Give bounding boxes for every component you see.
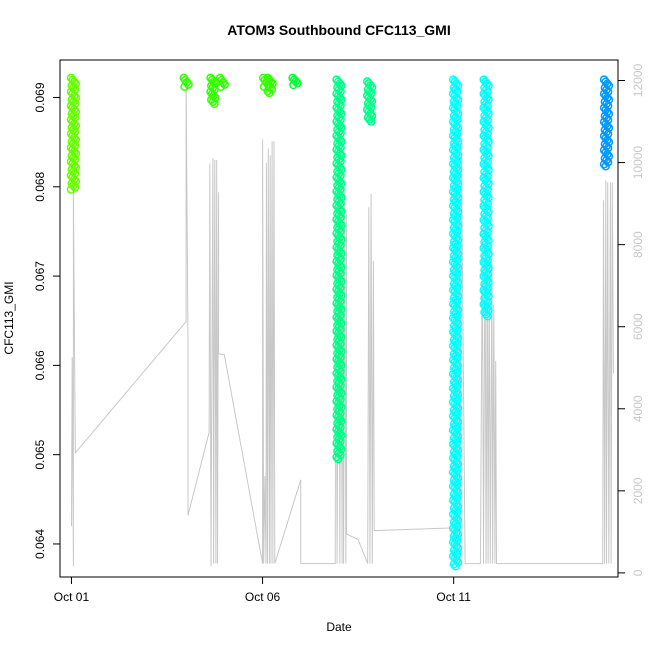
point-cluster-1 (66, 73, 81, 194)
data-point (333, 454, 343, 464)
data-point (70, 183, 80, 192)
point-cluster-2 (179, 73, 193, 92)
axes-layer: Oct 01 Oct 06 Oct 11 0.064 0.065 0.066 0.067 0.… (33, 64, 645, 604)
data-point (599, 159, 609, 169)
point-cluster-11 (479, 75, 493, 321)
y-tick-label: 0.068 (33, 171, 47, 201)
right-tick-label: 12000 (631, 64, 645, 98)
y-axis-label: CFC113_GMI (2, 281, 16, 354)
data-point (208, 97, 218, 107)
data-point (332, 452, 341, 462)
data-point (481, 310, 491, 319)
data-point (216, 82, 226, 92)
right-tick-label: 4000 (631, 395, 645, 422)
point-cluster-9 (362, 77, 377, 126)
y-tick-label: 0.064 (33, 529, 47, 559)
point-cluster-8 (332, 75, 346, 464)
data-point (365, 115, 374, 124)
data-point (210, 99, 219, 109)
data-point (483, 312, 492, 321)
data-point (366, 117, 376, 126)
right-tick-label: 0 (631, 569, 645, 576)
y-tick-label: 0.067 (33, 261, 47, 291)
data-point (180, 82, 189, 92)
x-tick-label: Oct 11 (436, 590, 471, 604)
right-tick-label: 6000 (631, 313, 645, 340)
right-tick-label: 8000 (631, 231, 645, 258)
data-point (451, 562, 460, 571)
data-point (66, 185, 76, 194)
right-tick-label: 2000 (631, 477, 645, 504)
y-tick-label: 0.066 (33, 350, 47, 380)
secondary-series-line (71, 77, 614, 567)
point-cluster-6 (263, 73, 277, 98)
x-tick-label: Oct 01 (54, 590, 90, 604)
data-point (293, 78, 302, 88)
y-tick-label: 0.069 (33, 82, 47, 112)
point-cluster-4 (215, 73, 230, 92)
secondary-line-layer (71, 77, 614, 567)
x-axis-label: Date (326, 620, 352, 634)
x-tick-label: Oct 06 (245, 590, 281, 604)
data-point (265, 88, 274, 98)
data-point (263, 86, 273, 96)
point-cluster-12 (599, 75, 614, 171)
y-tick-label: 0.065 (33, 439, 47, 469)
data-point (601, 162, 610, 171)
data-point (449, 560, 459, 569)
data-point (289, 80, 298, 90)
chart-title: ATOM3 Southbound CFC113_GMI (227, 22, 451, 38)
points-layer (66, 73, 614, 571)
right-tick-label: 10000 (631, 146, 645, 180)
point-cluster-7 (288, 73, 302, 90)
point-cluster-10 (448, 75, 463, 571)
